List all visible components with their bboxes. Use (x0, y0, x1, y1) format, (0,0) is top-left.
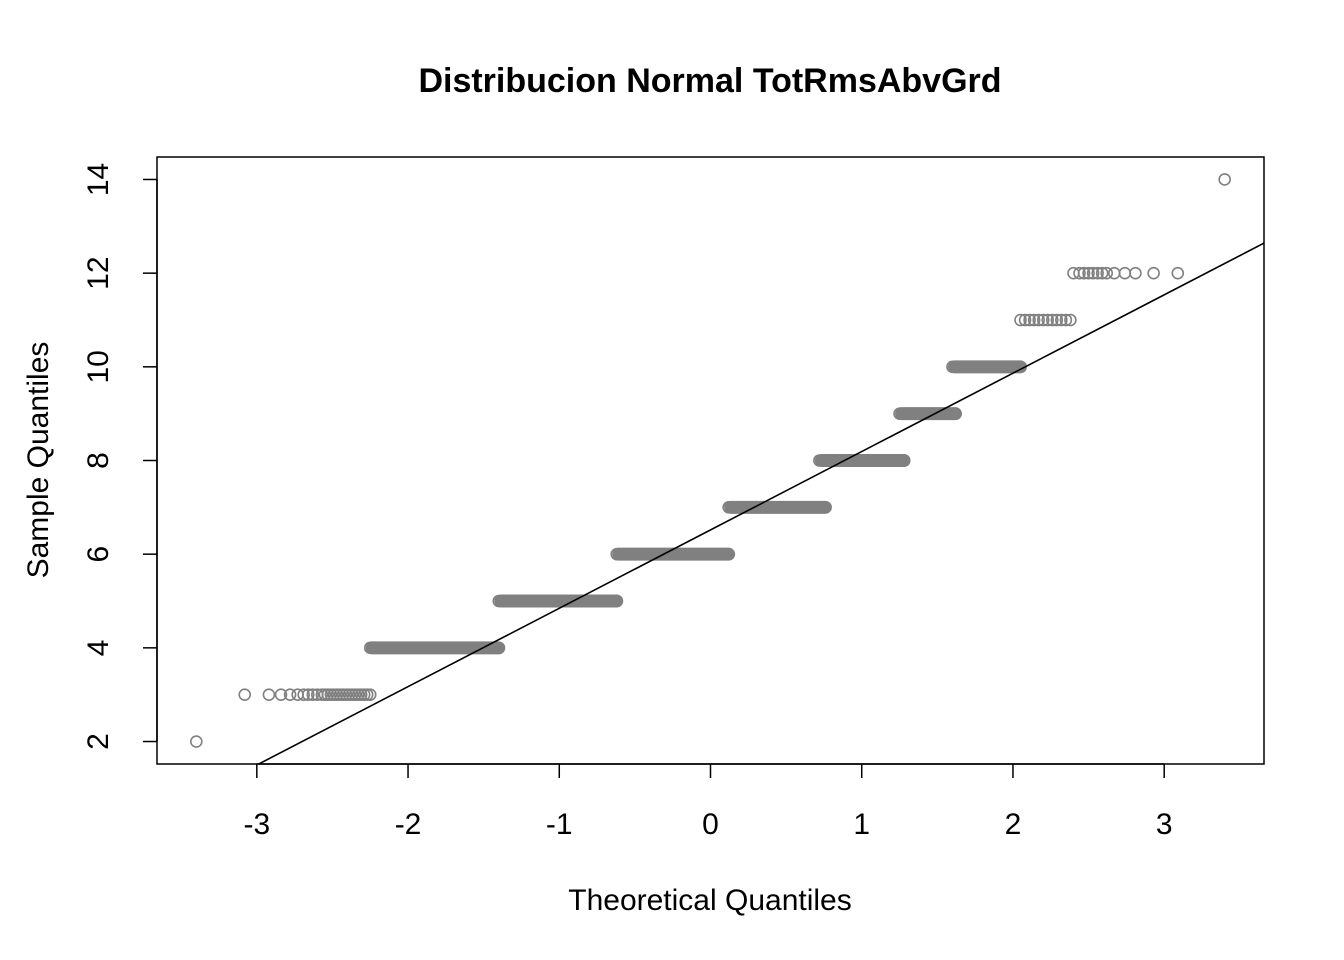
data-point (1086, 266, 1100, 280)
x-axis: -3 -2 -1 0 1 2 3 (243, 763, 1173, 841)
data-point (1077, 266, 1091, 280)
data-point (190, 735, 203, 748)
y-tick-label: 4 (82, 640, 115, 657)
data-point (1095, 266, 1109, 280)
chart-title: Distribucion Normal TotRmsAbvGrd (418, 62, 1001, 100)
data-point (1171, 266, 1185, 280)
data-point (1147, 266, 1160, 280)
x-tick-label: -3 (243, 808, 270, 841)
y-tick-label: 8 (82, 452, 115, 469)
data-point (1055, 313, 1068, 327)
data-point (1041, 313, 1055, 327)
data-point (262, 688, 276, 701)
y-axis-label: Sample Quantiles (22, 342, 55, 579)
y-tick-label: 2 (82, 733, 115, 750)
data-point (306, 688, 320, 701)
data-point (363, 688, 377, 701)
data-point (1059, 313, 1073, 327)
data-point (1107, 266, 1121, 280)
data-point (1023, 313, 1036, 327)
x-tick-label: -2 (395, 808, 422, 841)
x-tick-label: 2 (1005, 808, 1022, 841)
data-point (283, 688, 297, 701)
data-point (1100, 266, 1114, 280)
data-point (1218, 173, 1231, 186)
data-point (1082, 266, 1095, 280)
x-tick-label: 3 (1156, 808, 1173, 841)
data-point (1027, 313, 1041, 327)
x-tick-label: -1 (546, 808, 573, 841)
x-tick-label: 0 (702, 808, 719, 841)
data-point (1032, 313, 1045, 327)
y-tick-label: 12 (82, 256, 115, 289)
data-point (301, 688, 315, 701)
data-point (297, 688, 310, 701)
reference-line (257, 242, 1264, 764)
data-point (1045, 313, 1059, 327)
reference-line-group (257, 242, 1264, 764)
data-point (1014, 313, 1027, 327)
data-point (1073, 266, 1086, 280)
data-point (274, 688, 288, 701)
y-axis: 2 4 6 8 10 12 14 (82, 163, 158, 750)
y-tick-label: 6 (82, 546, 115, 563)
y-tick-label: 10 (82, 350, 115, 383)
y-tick-label: 14 (82, 163, 115, 196)
data-points (190, 173, 1231, 748)
data-point (1050, 313, 1064, 327)
data-point (1018, 313, 1032, 327)
plot-frame (156, 156, 1265, 765)
x-tick-label: 1 (853, 808, 870, 841)
data-point (1091, 266, 1104, 280)
data-point (1118, 266, 1132, 280)
data-point (238, 688, 252, 701)
data-point (1036, 313, 1050, 327)
x-axis-label: Theoretical Quantiles (568, 884, 851, 917)
data-point (1129, 266, 1142, 280)
data-point (1064, 313, 1077, 327)
